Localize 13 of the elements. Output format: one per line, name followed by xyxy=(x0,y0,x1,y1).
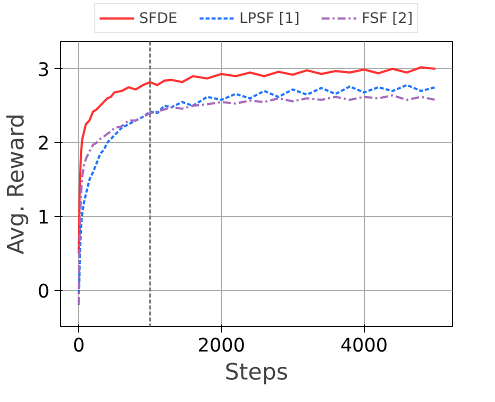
y-axis-title: Avg. Reward xyxy=(4,114,30,254)
legend-label: SFDE xyxy=(139,10,178,26)
x-tick-label: 0 xyxy=(72,336,85,356)
y-tick-label: 2 xyxy=(38,134,50,155)
x-tick-label: 4000 xyxy=(340,336,388,356)
x-axis-title: Steps xyxy=(224,360,288,386)
y-tick-label: 3 xyxy=(38,60,50,81)
legend-label: FSF [2] xyxy=(362,10,413,26)
y-tick-label: 0 xyxy=(38,281,50,302)
y-tick-label: 1 xyxy=(38,207,50,228)
x-tick-label: 2000 xyxy=(198,336,246,356)
line-series xyxy=(78,66,436,255)
legend-label: LPSF [1] xyxy=(239,10,300,26)
